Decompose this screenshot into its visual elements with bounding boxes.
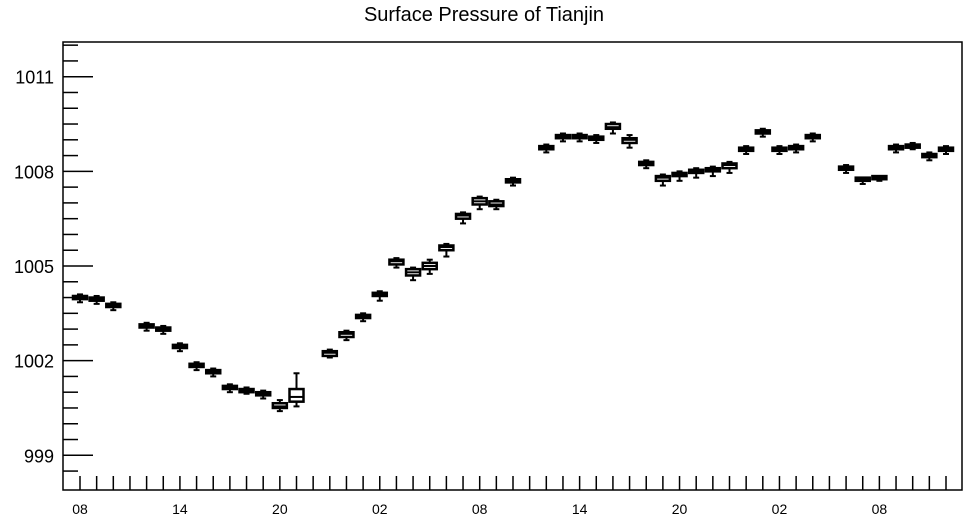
box [704,165,722,178]
box [904,141,921,151]
box [588,134,605,144]
box [471,195,488,211]
box [538,143,555,154]
box [737,145,755,155]
box [288,372,305,408]
box [421,258,438,275]
box [371,290,389,302]
y-tick-label: 1011 [15,68,54,88]
box [354,312,372,323]
x-tick-label: 14 [172,501,188,517]
box [754,127,772,138]
box [188,361,205,372]
plot-frame [62,41,963,491]
box [637,159,655,170]
x-tick-label: 02 [772,501,788,517]
box [604,121,622,135]
box [155,324,172,335]
x-tick-label: 08 [472,501,488,517]
y-axis: 999 1002 1005 1008 1011 [14,44,93,472]
box-body [288,387,305,403]
box [321,348,339,359]
box-series [71,121,955,413]
box [438,242,455,258]
chart-title: Surface Pressure of Tianjin [363,4,605,26]
y-tick-label: 1005 [14,257,54,277]
box [488,198,505,211]
x-axis: 08 14 20 02 08 14 20 02 08 [72,476,947,517]
box [388,257,405,269]
box [204,367,222,378]
box [171,342,189,353]
box [921,151,938,162]
y-tick-label: 1002 [14,352,54,372]
box [771,145,788,155]
x-tick-label: 20 [272,501,288,517]
box [621,134,638,149]
box [837,164,855,174]
box [254,389,272,400]
x-tick-label: 14 [572,501,588,517]
box [804,132,822,143]
box [504,176,522,187]
box [571,132,588,143]
box [338,329,355,342]
box [937,145,955,155]
x-tick-label: 08 [872,501,888,517]
box [671,170,688,182]
box [871,174,888,182]
box [404,266,422,282]
box [105,301,122,312]
box [138,321,155,332]
x-tick-label: 08 [72,501,88,517]
x-tick-label: 02 [372,501,388,517]
box [271,399,289,413]
y-tick-label: 999 [24,446,54,466]
box [454,211,472,225]
box [238,386,255,395]
box [854,176,871,185]
box [554,132,572,143]
box [88,294,105,305]
box [71,293,89,304]
box [721,160,738,174]
box [221,383,239,394]
box [687,167,705,179]
box [654,173,672,187]
box [787,143,805,154]
box [887,143,905,154]
y-tick-label: 1008 [14,162,54,182]
x-tick-label: 20 [672,501,688,517]
